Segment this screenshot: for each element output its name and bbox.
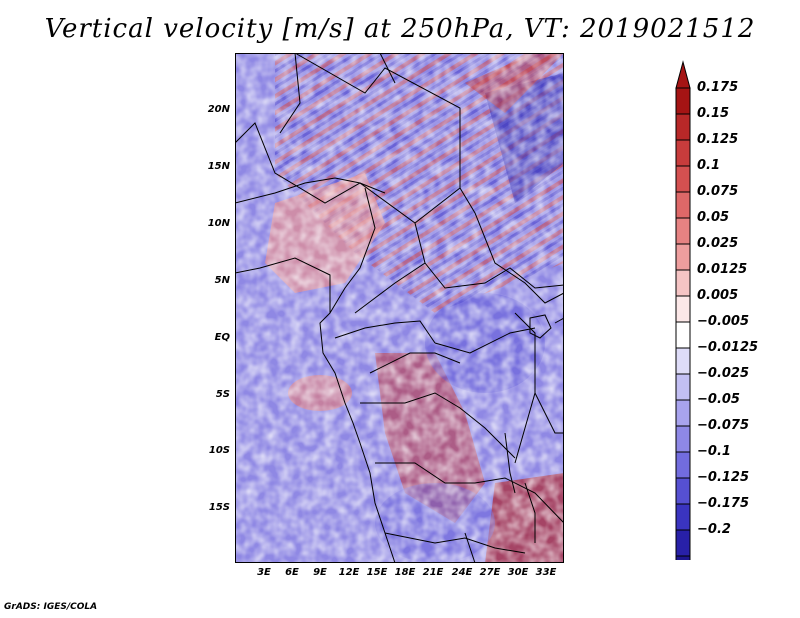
lat-label: 5S [215, 389, 230, 400]
colorbar-label: −0.0125 [697, 340, 759, 355]
footer-credit: GrADS: IGES/COLA [4, 602, 98, 612]
map-panel [235, 53, 564, 563]
lat-label: 15N [207, 161, 230, 172]
colorbar-segment [675, 217, 691, 245]
colorbar-label: −0.05 [697, 392, 740, 407]
colorbar-label: 0.0125 [697, 262, 748, 277]
lon-label: 6E [285, 567, 299, 578]
lon-label: 15E [366, 567, 388, 578]
lon-label: 3E [257, 567, 271, 578]
lat-label: EQ [214, 332, 230, 343]
lon-label: 24E [451, 567, 473, 578]
colorbar-label: 0.125 [697, 132, 739, 147]
colorbar-segment [675, 165, 691, 193]
lat-label: 10N [207, 218, 230, 229]
colorbar-label: −0.2 [697, 522, 731, 537]
lon-label: 12E [338, 567, 360, 578]
colorbar-label: −0.1 [697, 444, 731, 459]
colorbar-label: 0.175 [697, 80, 739, 95]
lon-label: 33E [535, 567, 557, 578]
colorbar-segment [675, 191, 691, 219]
colorbar-label: −0.005 [697, 314, 750, 329]
colorbar-segment [675, 321, 691, 349]
colorbar-label: 0.025 [697, 236, 739, 251]
colorbar-top-arrow [675, 60, 691, 89]
colorbar-segment [675, 87, 691, 115]
map-title: Vertical velocity [m/s] at 250hPa, VT: 2… [44, 14, 756, 44]
lat-label: 15S [208, 502, 230, 513]
colorbar-segment [675, 477, 691, 505]
colorbar-label: −0.125 [697, 470, 750, 485]
lon-label: 18E [394, 567, 416, 578]
colorbar-segment [675, 269, 691, 297]
colorbar-segment [675, 555, 691, 560]
colorbar-segment [675, 529, 691, 557]
colorbar-segment [675, 295, 691, 323]
colorbar-segment [675, 139, 691, 167]
colorbar-label: 0.05 [697, 210, 730, 225]
lat-label: 10S [208, 445, 230, 456]
colorbar-segment [675, 373, 691, 401]
lon-label: 9E [313, 567, 327, 578]
colorbar-label: −0.175 [697, 496, 750, 511]
lat-label: 5N [214, 275, 230, 286]
colorbar-label: 0.075 [697, 184, 739, 199]
lon-label: 30E [507, 567, 529, 578]
colorbar-segment [675, 347, 691, 375]
colorbar-segment [675, 399, 691, 427]
colorbar-segment [675, 113, 691, 141]
colorbar-label: 0.1 [697, 158, 721, 173]
vertical-velocity-field [235, 53, 564, 563]
colorbar-label: −0.025 [697, 366, 750, 381]
colorbar [675, 60, 691, 560]
colorbar-segment [675, 451, 691, 479]
lon-label: 27E [479, 567, 501, 578]
colorbar-label: 0.15 [697, 106, 730, 121]
colorbar-segment [675, 503, 691, 531]
colorbar-segment [675, 243, 691, 271]
colorbar-segment [675, 425, 691, 453]
lon-label: 21E [422, 567, 444, 578]
lat-label: 20N [207, 104, 230, 115]
colorbar-label: 0.005 [697, 288, 739, 303]
colorbar-label: −0.075 [697, 418, 750, 433]
